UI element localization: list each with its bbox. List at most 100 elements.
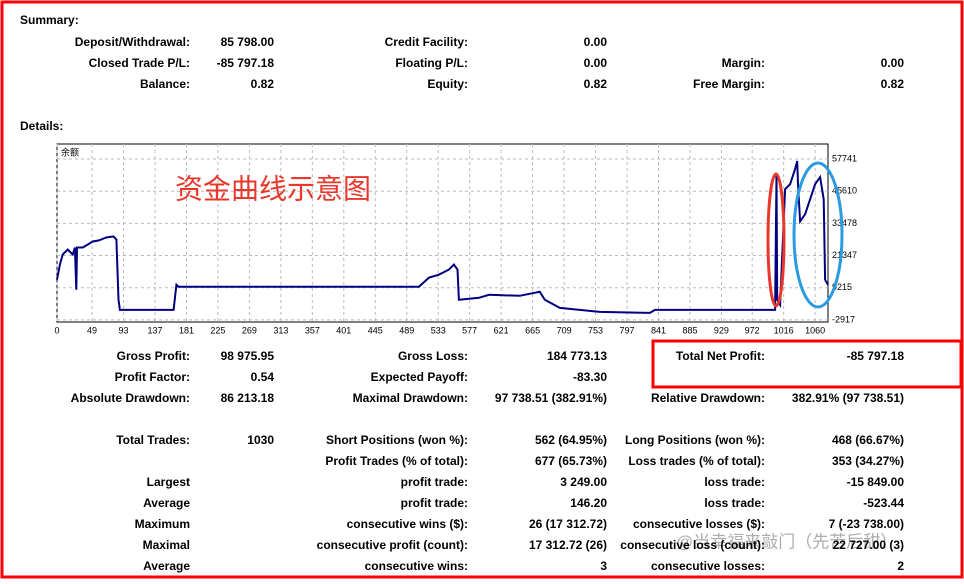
y-tick-label: 9215 [832,282,852,292]
field-label: consecutive wins ($): [347,517,468,531]
field-label: Absolute Drawdown: [71,391,190,405]
field-label: loss trade: [704,496,765,510]
field-label: Loss trades (% of total): [628,454,765,468]
field-value: 562 (64.95%) [535,433,607,447]
field-label: Credit Facility: [385,35,468,49]
field-label: consecutive loss (count): [620,538,765,552]
x-tick-label: 797 [620,325,635,335]
series-label: 余额 [61,146,79,157]
x-tick-label: 929 [714,325,729,335]
x-tick-label: 533 [431,325,446,335]
x-tick-label: 225 [210,325,225,335]
x-tick-label: 972 [745,325,760,335]
field-label: Profit Factor: [115,370,190,384]
section-title: Summary: [20,13,79,27]
field-label: Largest [147,475,190,489]
field-value: 85 798.00 [221,35,275,49]
y-tick-label: 33478 [832,218,857,228]
field-label: Margin: [722,56,765,70]
x-tick-label: 665 [525,325,540,335]
field-value: -523.44 [863,496,904,510]
field-label: consecutive losses ($): [633,517,765,531]
field-value: 3 [600,559,607,573]
x-tick-label: 709 [557,325,572,335]
x-tick-label: 445 [368,325,383,335]
watermark: @当幸福来敲门（先苦后甜） [676,532,897,551]
field-label: Gross Profit: [117,349,190,363]
field-value: 353 (34.27%) [832,454,904,468]
field-label: Relative Drawdown: [651,391,765,405]
highlight-ellipse [792,161,844,309]
field-value: 146.20 [570,496,607,510]
field-label: profit trade: [401,475,468,489]
field-value: 97 738.51 (382.91%) [495,391,607,405]
field-label: Free Margin: [693,77,765,91]
field-value: 0.82 [881,77,905,91]
field-label: consecutive losses: [651,559,765,573]
x-tick-label: 269 [242,325,257,335]
field-value: 0.82 [251,77,275,91]
field-label: profit trade: [401,496,468,510]
x-tick-label: 401 [336,325,351,335]
x-tick-label: 885 [682,325,697,335]
field-value: 468 (66.67%) [832,433,904,447]
x-tick-label: 1060 [805,325,825,335]
field-label: Short Positions (won %): [326,433,468,447]
field-label: Average [143,559,190,573]
field-label: Closed Trade P/L: [89,56,190,70]
y-tick-label: 21347 [832,250,857,260]
field-value: -15 849.00 [847,475,905,489]
x-tick-label: 49 [87,325,97,335]
field-value: 7 (-23 738.00) [829,517,904,531]
x-tick-label: 621 [494,325,509,335]
field-value: 0.54 [251,370,275,384]
section-title: Details: [20,119,63,133]
field-label: Maximal [143,538,190,552]
x-tick-label: 313 [273,325,288,335]
field-label: loss trade: [704,475,765,489]
field-label: Maximal Drawdown: [353,391,468,405]
field-value: 677 (65.73%) [535,454,607,468]
field-label: Expected Payoff: [371,370,468,384]
field-value: 22 727.00 (3) [833,538,904,552]
x-tick-label: 357 [305,325,320,335]
field-label: Equity: [427,77,468,91]
x-tick-label: 137 [147,325,162,335]
field-label: Maximum [135,517,190,531]
field-label: Gross Loss: [398,349,468,363]
field-label: Balance: [140,77,190,91]
field-label: consecutive wins: [365,559,468,573]
annotation: 资金曲线示意图 [175,173,371,204]
field-label: Deposit/Withdrawal: [75,35,190,49]
x-tick-label: 841 [651,325,666,335]
field-label: Total Net Profit: [676,349,765,363]
field-label: consecutive profit (count): [317,538,468,552]
field-value: 26 (17 312.72) [529,517,607,531]
field-value: 98 975.95 [221,349,275,363]
field-value: 382.91% (97 738.51) [792,391,904,405]
x-tick-label: 577 [462,325,477,335]
x-tick-label: 1016 [774,325,794,335]
field-value: 0.00 [881,56,905,70]
balance-line [56,160,829,314]
field-value: 0.82 [584,77,608,91]
highlight-ellipse [766,172,786,308]
x-tick-label: 489 [399,325,414,335]
x-tick-label: 93 [119,325,129,335]
field-value: 3 249.00 [560,475,607,489]
field-value: 86 213.18 [221,391,275,405]
x-tick-label: 753 [588,325,603,335]
field-value: 1030 [247,433,274,447]
y-tick-label: -2917 [832,314,855,324]
field-label: Total Trades: [116,433,190,447]
x-tick-label: 181 [179,325,194,335]
x-tick-label: 0 [54,325,59,335]
field-value: 184 773.13 [547,349,607,363]
highlight-box [651,339,963,389]
field-value: -83.30 [573,370,607,384]
field-label: Average [143,496,190,510]
y-tick-label: 57741 [832,153,857,163]
